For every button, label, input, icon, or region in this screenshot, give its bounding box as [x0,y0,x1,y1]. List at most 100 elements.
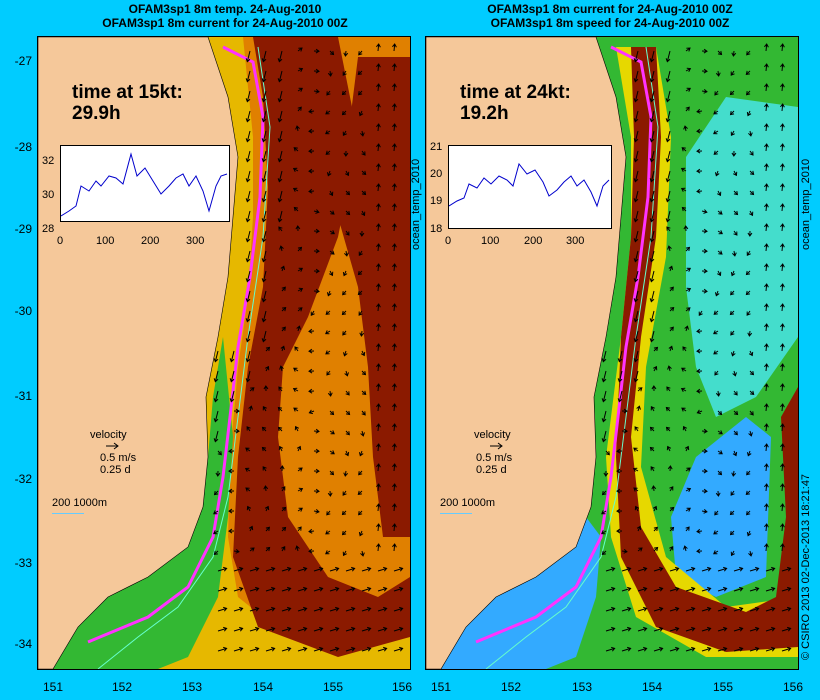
current-arrow [245,447,251,452]
current-arrow [376,183,381,192]
current-arrow [308,409,315,415]
current-arrow [281,546,286,552]
current-arrow [634,426,639,432]
current-arrow [217,586,228,592]
current-arrow [733,230,738,236]
current-arrow [685,566,696,572]
current-arrow [605,606,616,612]
current-arrow [732,170,738,177]
current-arrow [358,110,364,117]
current-arrow [701,468,708,474]
current-arrow [233,548,240,554]
current-arrow [617,390,623,403]
current-arrow [669,606,680,612]
current-arrow [781,566,792,572]
current-arrow [685,507,691,512]
current-arrow [764,143,769,152]
right-inset-xtick-1: 100 [481,235,500,247]
current-arrow [281,586,292,592]
current-arrow [325,110,331,115]
current-arrow [765,606,776,612]
current-arrow [685,526,690,532]
current-arrow [377,566,388,572]
current-arrow [249,586,260,592]
current-arrow [665,50,671,63]
current-arrow [633,150,639,163]
current-arrow [764,543,769,552]
current-arrow [297,526,302,532]
credit-label: © CSIRO 2013 02-Dec-2013 18:21:47 [800,473,812,660]
current-arrow [667,245,672,252]
current-arrow [746,470,751,476]
current-arrow [248,525,254,532]
current-arrow [261,150,267,163]
left-current-arrows [213,43,404,652]
left-eddy-core [338,57,410,537]
current-arrow [327,70,333,77]
current-arrow [747,330,753,337]
current-arrow [665,110,671,123]
current-arrow [392,123,397,132]
current-arrow [392,543,397,552]
current-arrow [325,150,331,155]
current-arrow [245,110,251,123]
current-arrow [733,626,744,632]
current-arrow [392,463,397,472]
current-arrow [731,350,736,357]
current-arrow [632,467,639,472]
current-arrow [392,343,397,352]
current-arrow [717,250,723,255]
current-arrow [245,250,251,263]
right-inset-xtick-3: 300 [566,235,585,247]
current-arrow [361,646,372,652]
current-arrow [601,490,607,496]
current-arrow [326,370,331,376]
current-arrow [717,430,723,435]
current-arrow [245,270,251,283]
current-arrow [616,468,623,474]
current-arrow [359,230,365,237]
current-arrow [780,83,785,92]
current-arrow [281,646,292,652]
current-arrow [667,365,672,372]
left-inset-xtick-0: 0 [57,235,64,247]
current-arrow [392,523,397,532]
current-arrow [701,488,708,494]
current-arrow [264,505,270,512]
current-arrow [313,509,320,514]
current-arrow [292,167,299,172]
current-arrow [249,646,260,652]
current-arrow [297,287,304,292]
current-arrow [764,283,769,292]
current-arrow [696,548,703,554]
current-arrow [297,106,302,112]
left-inset-series [60,152,228,217]
current-arrow [633,370,639,383]
current-arrow [780,383,785,392]
current-arrow [213,370,219,383]
current-arrow [361,170,367,176]
current-arrow [297,606,308,612]
current-arrow [308,188,315,194]
current-arrow [749,566,760,572]
current-arrow [696,528,703,534]
current-arrow [729,510,735,516]
current-arrow [344,250,349,257]
current-arrow [279,245,284,252]
left-depth-label: 200 1000m [52,497,108,509]
current-arrow [329,410,335,416]
current-arrow [733,566,744,572]
current-arrow [392,43,397,52]
current-arrow [245,210,251,223]
current-arrow [749,626,760,632]
current-arrow [780,43,785,52]
current-arrow [392,83,397,92]
current-arrow [649,230,655,243]
current-arrow [745,290,751,296]
current-arrow [249,387,255,392]
current-arrow [649,310,655,323]
current-arrow [293,206,299,212]
right-inset-ytick-2: 19 [430,195,443,207]
current-arrow [730,70,735,76]
current-arrow [729,90,735,96]
